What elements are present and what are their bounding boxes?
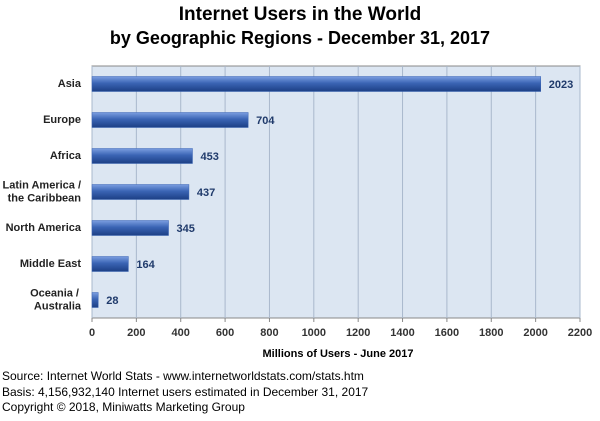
x-tick-label: 600 <box>216 327 234 339</box>
x-tick-label: 1000 <box>302 327 326 339</box>
note: Copyright © 2018, Miniwatts Marketing Gr… <box>2 400 245 414</box>
x-tick-label: 400 <box>172 327 190 339</box>
bar <box>91 148 193 164</box>
bar <box>91 220 169 236</box>
x-tick-label: 1200 <box>346 327 370 339</box>
y-tick-label: Africa <box>50 150 82 162</box>
x-tick-label: 2200 <box>568 327 592 339</box>
x-tick-label: 0 <box>89 327 95 339</box>
x-tick-label: 800 <box>260 327 278 339</box>
x-tick-label: 1800 <box>479 327 503 339</box>
x-tick-label: 1400 <box>390 327 414 339</box>
x-axis-label: Millions of Users - June 2017 <box>263 348 414 360</box>
data-label: 2023 <box>549 79 573 91</box>
x-tick-label: 1600 <box>435 327 459 339</box>
data-label: 437 <box>197 187 215 199</box>
data-label: 164 <box>136 259 155 271</box>
x-tick-label: 2000 <box>523 327 547 339</box>
bar <box>91 112 249 128</box>
data-label: 28 <box>106 295 118 307</box>
chart-subtitle: by Geographic Regions - December 31, 201… <box>110 28 490 48</box>
bar <box>91 184 190 200</box>
note: Source: Internet World Stats - www.inter… <box>2 369 364 383</box>
chart-title: Internet Users in the World <box>179 4 421 25</box>
note: Basis: 4,156,932,140 Internet users esti… <box>2 385 369 399</box>
y-tick-label: Asia <box>58 78 82 90</box>
bar <box>91 76 541 92</box>
data-label: 704 <box>256 115 275 127</box>
bar <box>91 292 99 308</box>
y-tick-label: Oceania / Australia <box>30 287 82 312</box>
data-label: 345 <box>177 223 195 235</box>
y-tick-label: Latin America / the Caribbean <box>3 179 82 204</box>
bar <box>91 256 129 272</box>
data-label: 453 <box>200 151 218 163</box>
y-tick-label: Middle East <box>20 258 81 270</box>
y-tick-label: North America <box>6 222 82 234</box>
y-tick-label: Europe <box>43 114 81 126</box>
x-tick-label: 200 <box>127 327 145 339</box>
